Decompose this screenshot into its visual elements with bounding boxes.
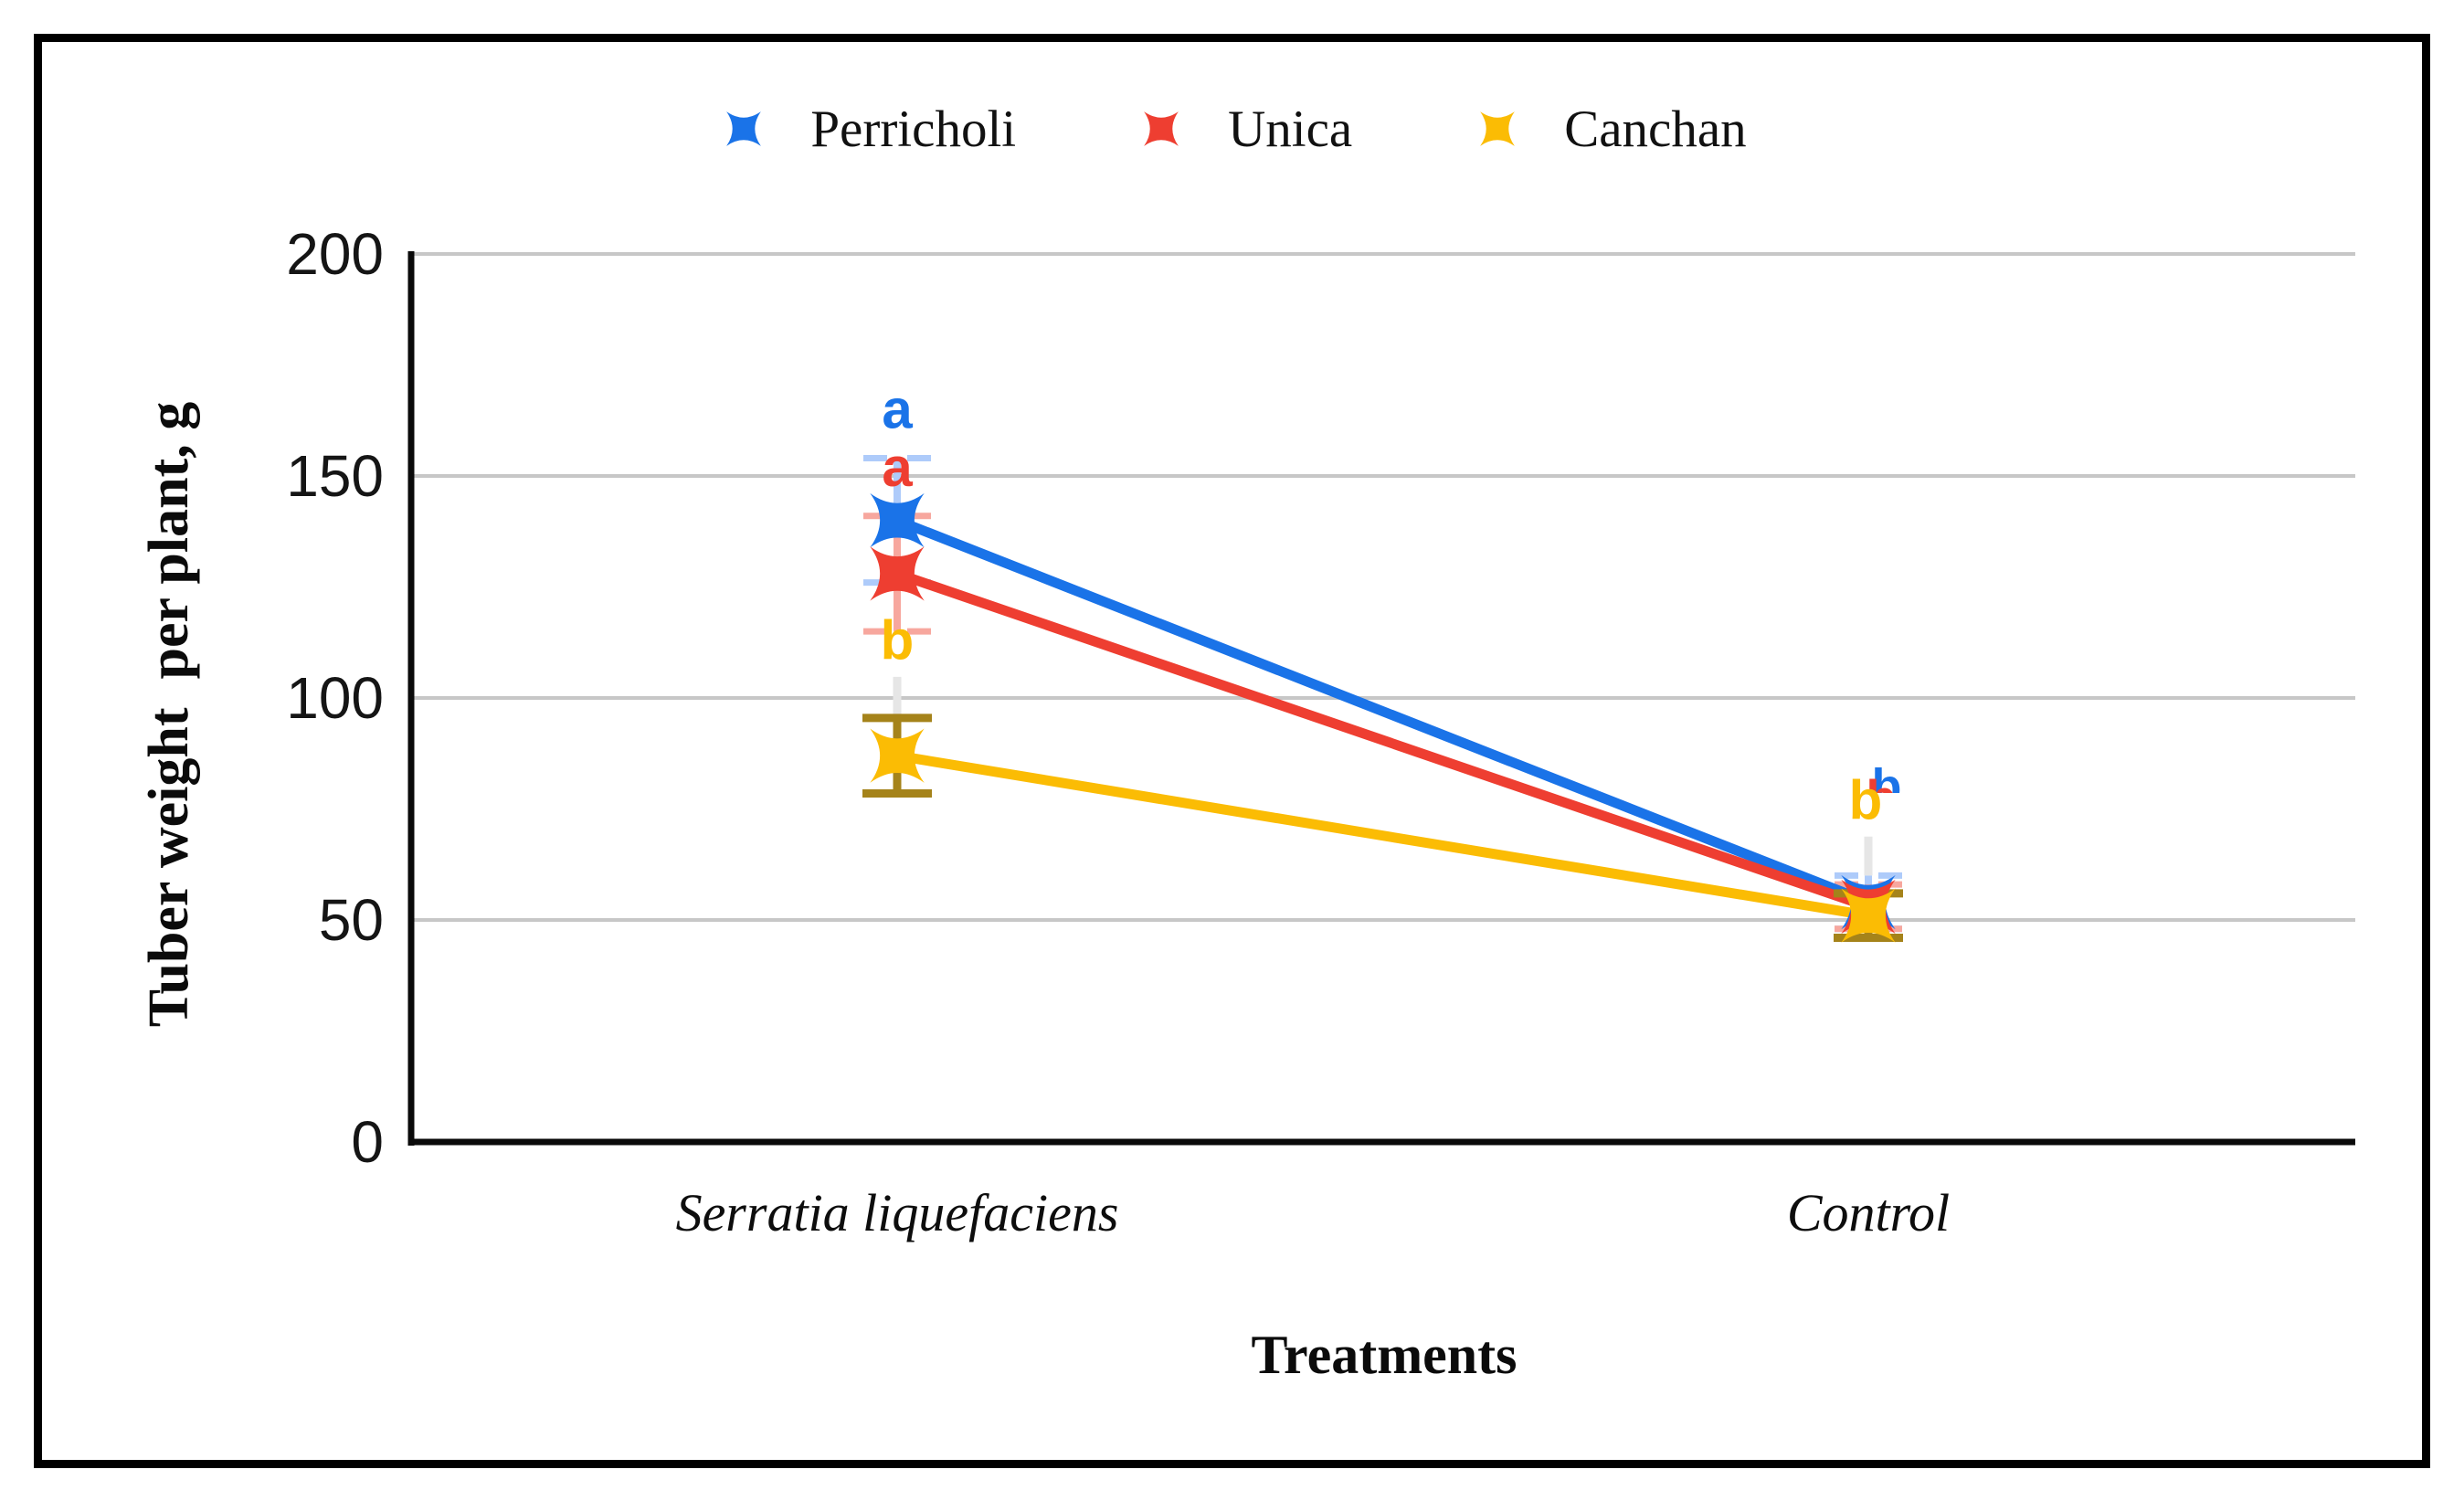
x-star-glyph bbox=[726, 111, 762, 146]
series-line-unica bbox=[892, 568, 1874, 912]
x-star-icon bbox=[726, 111, 762, 146]
legend-item-canchan: Canchan bbox=[1471, 100, 1747, 158]
x-star-glyph bbox=[1144, 111, 1179, 146]
marker-perricholi-serratia bbox=[870, 492, 925, 548]
significance-letter-canchan-serratia: b bbox=[881, 609, 915, 671]
legend-item-perricholi: Perricholi bbox=[717, 102, 1016, 155]
legend-label-unica: Unica bbox=[1228, 100, 1353, 158]
y-tick-150: 150 bbox=[286, 443, 384, 509]
series-line-perricholi bbox=[892, 515, 1874, 908]
x-axis-title: Treatments bbox=[1251, 1325, 1518, 1385]
y-tick-100: 100 bbox=[286, 665, 384, 731]
significance-letter-perricholi-serratia: a bbox=[882, 379, 913, 440]
marker-canchan-control bbox=[1841, 888, 1896, 943]
significance-letter-unica-serratia: a bbox=[882, 437, 913, 498]
legend: Perricholi Unica Canchan bbox=[0, 102, 2464, 155]
legend-label-perricholi: Perricholi bbox=[810, 100, 1017, 158]
marker-unica-serratia bbox=[870, 546, 925, 601]
figure-border bbox=[34, 34, 2430, 1468]
x-category-serratia-liquefaciens: Serratia liquefaciens bbox=[675, 1183, 1119, 1242]
legend-label-canchan: Canchan bbox=[1564, 100, 1747, 158]
series-line-canchan bbox=[892, 750, 1874, 921]
x-category-control: Control bbox=[1786, 1183, 1951, 1242]
y-tick-0: 0 bbox=[351, 1109, 384, 1175]
significance-letter-canchan-control: b bbox=[1849, 769, 1883, 830]
y-tick-200: 200 bbox=[286, 221, 384, 287]
y-tick-50: 50 bbox=[318, 887, 384, 953]
x-star-glyph bbox=[1480, 111, 1516, 146]
marker-canchan-serratia bbox=[870, 728, 925, 783]
letter-occlusion-patch bbox=[1851, 793, 1931, 839]
legend-item-unica: Unica bbox=[1135, 102, 1352, 155]
x-star-icon bbox=[1480, 111, 1516, 146]
x-star-icon bbox=[1144, 111, 1179, 146]
